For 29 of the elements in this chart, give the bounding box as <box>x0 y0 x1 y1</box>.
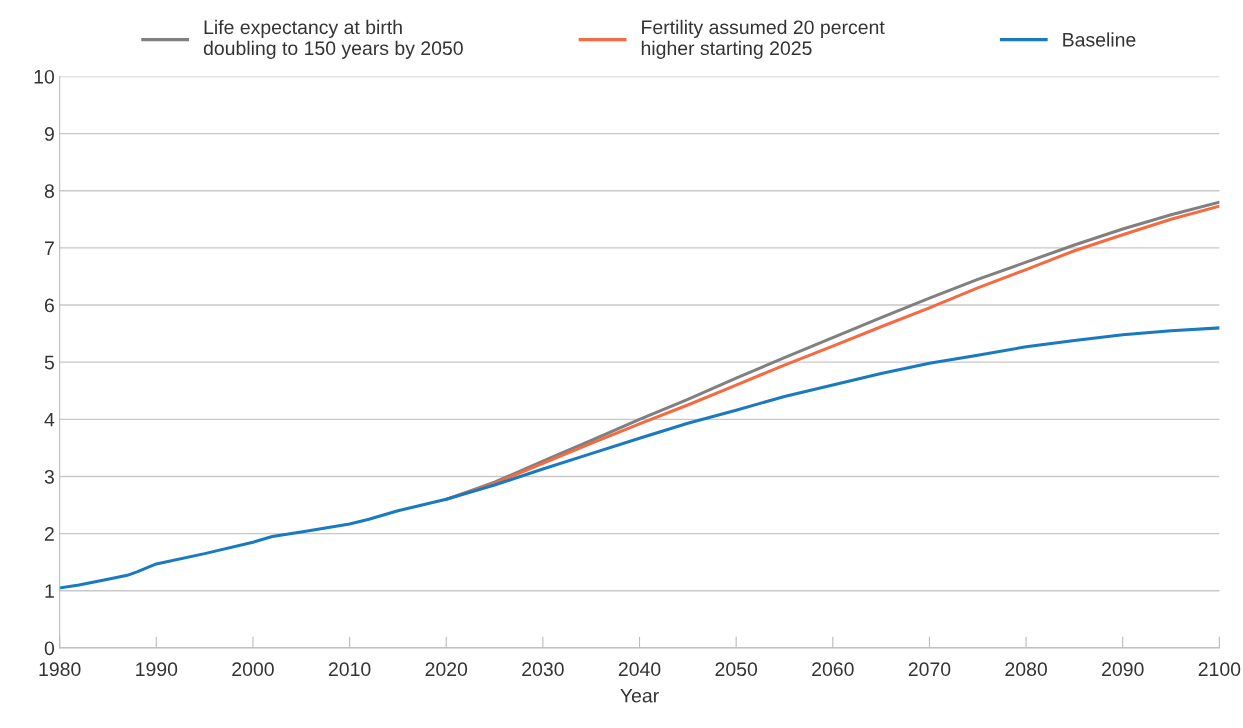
x-tick-label: 2060 <box>812 662 854 677</box>
x-tick-label: 2040 <box>618 662 661 677</box>
y-tick-label: 0 <box>44 641 55 656</box>
x-tick-label: 2100 <box>1198 662 1241 677</box>
x-tick-label: 1990 <box>136 662 178 677</box>
legend-label: Baseline <box>1063 32 1136 47</box>
y-tick-label: 1 <box>45 584 54 598</box>
y-tick-label: 7 <box>44 241 54 255</box>
x-tick-label: 2070 <box>908 662 951 677</box>
y-tick-label: 2 <box>44 527 54 541</box>
y-tick-label: 4 <box>44 413 55 427</box>
y-tick-label: 6 <box>44 298 54 313</box>
y-tick-label: 9 <box>44 127 54 141</box>
x-tick-label: 1980 <box>39 662 81 677</box>
x-tick-label: 2050 <box>715 662 758 677</box>
x-tick-label: 2020 <box>425 662 468 677</box>
x-tick-label: 2080 <box>1005 662 1047 677</box>
legend-label: Fertility assumed 20 percent higher starting 2025 <box>641 19 885 59</box>
x-tick-label: 2010 <box>328 662 371 677</box>
y-tick-label: 8 <box>44 184 54 198</box>
line-series <box>59 326 1220 590</box>
x-tick-label: 2000 <box>232 662 274 677</box>
x-axis-title: Year <box>620 688 659 703</box>
legend-label: Life expectancy at birth doubling to 150 years by 2050 <box>203 19 463 59</box>
x-tick-label: 2030 <box>522 662 564 677</box>
x-tick-label: 2090 <box>1102 662 1144 677</box>
y-tick-label: 5 <box>44 355 54 370</box>
y-tick-label: 3 <box>44 469 54 484</box>
y-tick-label: 10 <box>34 69 55 84</box>
